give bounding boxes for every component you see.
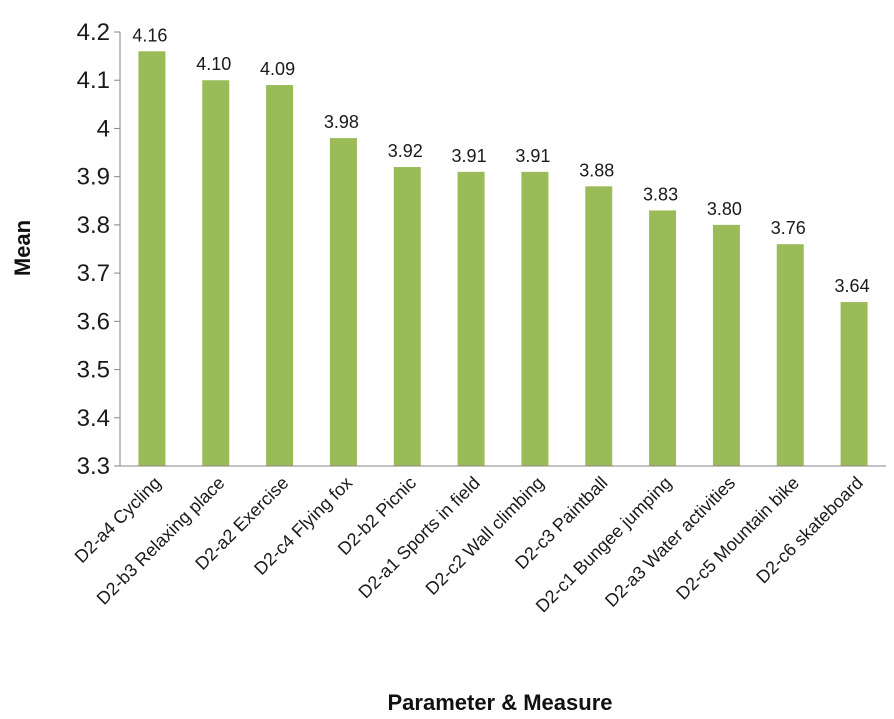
y-axis-ticks: 3.3 3.4 3.5 3.6 3.7 3.8 3.9 4 4.1 4.2 <box>77 19 120 480</box>
x-tick-label: D2-b3 Relaxing place <box>93 473 229 609</box>
x-tick-label: D2-c5 Mountain bike <box>672 473 803 604</box>
y-tick-label: 3.9 <box>77 164 110 191</box>
y-tick-label: 4 <box>97 115 110 142</box>
data-label: 4.10 <box>196 54 231 74</box>
data-label: 3.80 <box>707 199 742 219</box>
y-tick-label: 3.6 <box>77 308 110 335</box>
bar <box>457 171 485 466</box>
data-label: 3.88 <box>579 160 614 180</box>
bars <box>138 51 868 467</box>
x-tick-label: D2-c6 skateboard <box>752 473 867 588</box>
y-tick-label: 3.3 <box>77 453 110 480</box>
data-label: 3.91 <box>452 146 487 166</box>
bar <box>521 171 549 466</box>
bar <box>712 224 740 466</box>
bar <box>649 210 677 466</box>
y-axis-title: Mean <box>10 220 35 276</box>
x-axis-title: Parameter & Measure <box>387 690 612 715</box>
bar <box>393 167 421 466</box>
bar <box>329 138 357 467</box>
bar <box>585 186 613 467</box>
data-labels: 4.16 4.10 4.09 3.98 3.92 3.91 3.91 3.88 3.83 3.80… <box>132 25 869 296</box>
bar <box>202 80 230 466</box>
data-label: 3.91 <box>515 146 550 166</box>
bar <box>266 85 294 467</box>
data-label: 3.92 <box>388 141 423 161</box>
bar <box>138 51 166 467</box>
y-tick-label: 3.8 <box>77 212 110 239</box>
y-tick-label: 3.4 <box>77 405 110 432</box>
data-label: 3.76 <box>771 218 806 238</box>
data-label: 3.98 <box>324 112 359 132</box>
data-label: 4.09 <box>260 59 295 79</box>
x-tick-label: D2-a1 Sports in field <box>354 473 483 602</box>
bar <box>776 244 804 466</box>
y-tick-label: 3.5 <box>77 357 110 384</box>
y-tick-label: 4.2 <box>77 19 110 46</box>
data-label: 3.83 <box>643 184 678 204</box>
y-tick-label: 3.7 <box>77 260 110 287</box>
data-label: 3.64 <box>835 276 870 296</box>
x-tick-label: D2-c2 Wall climbing <box>422 473 548 599</box>
data-label: 4.16 <box>132 25 167 45</box>
y-tick-label: 4.1 <box>77 67 110 94</box>
bar <box>840 302 868 466</box>
